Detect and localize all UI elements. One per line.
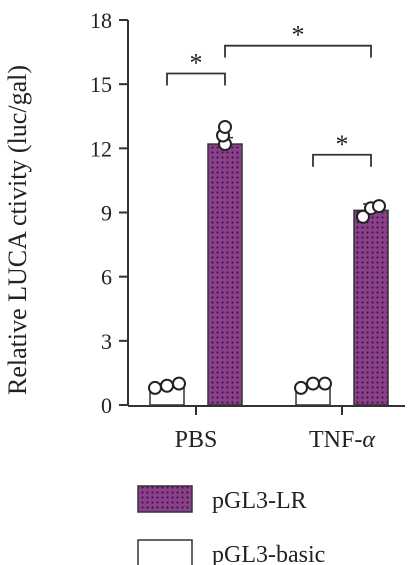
x-axis: PBS TNF-α: [128, 405, 405, 453]
legend-swatch: [137, 485, 193, 513]
significance-bracket: [166, 72, 226, 86]
data-point: [318, 376, 332, 391]
data-points: [148, 119, 386, 395]
significance-brackets: * * *: [166, 21, 372, 167]
y-tick-label: 6: [101, 265, 112, 290]
data-point: [294, 380, 308, 395]
y-axis-label: Relative LUCA ctivity (luc/gal): [3, 65, 32, 395]
data-point: [160, 378, 174, 393]
legend: pGL3-LR pGL3-basic: [137, 485, 325, 565]
data-point: [356, 209, 370, 224]
x-tick-label: PBS: [175, 427, 218, 453]
bar: [207, 143, 243, 406]
significance-bracket: [312, 153, 372, 167]
y-tick-label: 12: [90, 136, 112, 161]
bars: [149, 136, 389, 406]
significance-label: *: [292, 21, 305, 50]
legend-label: pGL3-basic: [212, 542, 325, 565]
data-point: [172, 376, 186, 391]
data-point: [306, 376, 320, 391]
significance-bracket: [224, 44, 372, 58]
legend-swatch: [137, 539, 193, 565]
y-tick-label: 18: [90, 8, 112, 33]
significance-label: *: [190, 48, 203, 77]
y-axis: 0 3 6 9 12 15 18: [90, 8, 129, 418]
y-tick-label: 15: [90, 72, 112, 97]
data-point: [372, 199, 386, 214]
x-tick-label: TNF-α: [309, 427, 375, 453]
data-point: [148, 380, 162, 395]
legend-label: pGL3-LR: [212, 488, 307, 514]
y-tick-label: 3: [101, 329, 112, 354]
data-point: [218, 119, 232, 134]
y-tick-label: 9: [101, 201, 112, 226]
significance-label: *: [336, 130, 349, 159]
bar: [353, 209, 389, 406]
y-tick-label: 0: [101, 393, 112, 418]
